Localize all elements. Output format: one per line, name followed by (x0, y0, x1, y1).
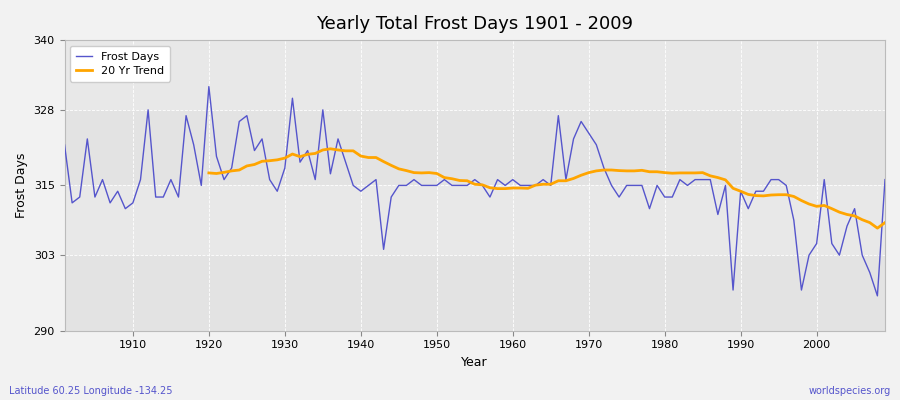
20 Yr Trend (294, 154, 305, 159)
Frost Days (340, 160, 351, 164)
Bar (65, 40, 885, 110)
Frost Days (508, 177, 518, 182)
Frost Days (606, 183, 616, 188)
20 Yr Trend (325, 146, 336, 151)
Legend: Frost Days, 20 Yr Trend: Frost Days, 20 Yr Trend (70, 46, 170, 82)
20 Yr Trend (872, 226, 883, 230)
20 Yr Trend (203, 170, 214, 175)
Frost Days (59, 142, 70, 147)
Bar (65, 110, 885, 186)
20 Yr Trend (682, 170, 693, 175)
Frost Days (294, 160, 305, 164)
20 Yr Trend (416, 170, 427, 175)
20 Yr Trend (879, 220, 890, 225)
Y-axis label: Frost Days: Frost Days (15, 153, 28, 218)
20 Yr Trend (857, 217, 868, 222)
Frost Days (879, 177, 890, 182)
20 Yr Trend (773, 192, 784, 197)
Bar (65, 186, 885, 255)
Text: worldspecies.org: worldspecies.org (809, 386, 891, 396)
Frost Days (120, 206, 130, 211)
Bar (65, 255, 885, 331)
Title: Yearly Total Frost Days 1901 - 2009: Yearly Total Frost Days 1901 - 2009 (316, 15, 634, 33)
Line: 20 Yr Trend: 20 Yr Trend (209, 149, 885, 228)
X-axis label: Year: Year (462, 356, 488, 369)
Line: Frost Days: Frost Days (65, 87, 885, 296)
Frost Days (203, 84, 214, 89)
Text: Latitude 60.25 Longitude -134.25: Latitude 60.25 Longitude -134.25 (9, 386, 173, 396)
Frost Days (515, 183, 526, 188)
20 Yr Trend (788, 194, 799, 199)
Frost Days (872, 294, 883, 298)
